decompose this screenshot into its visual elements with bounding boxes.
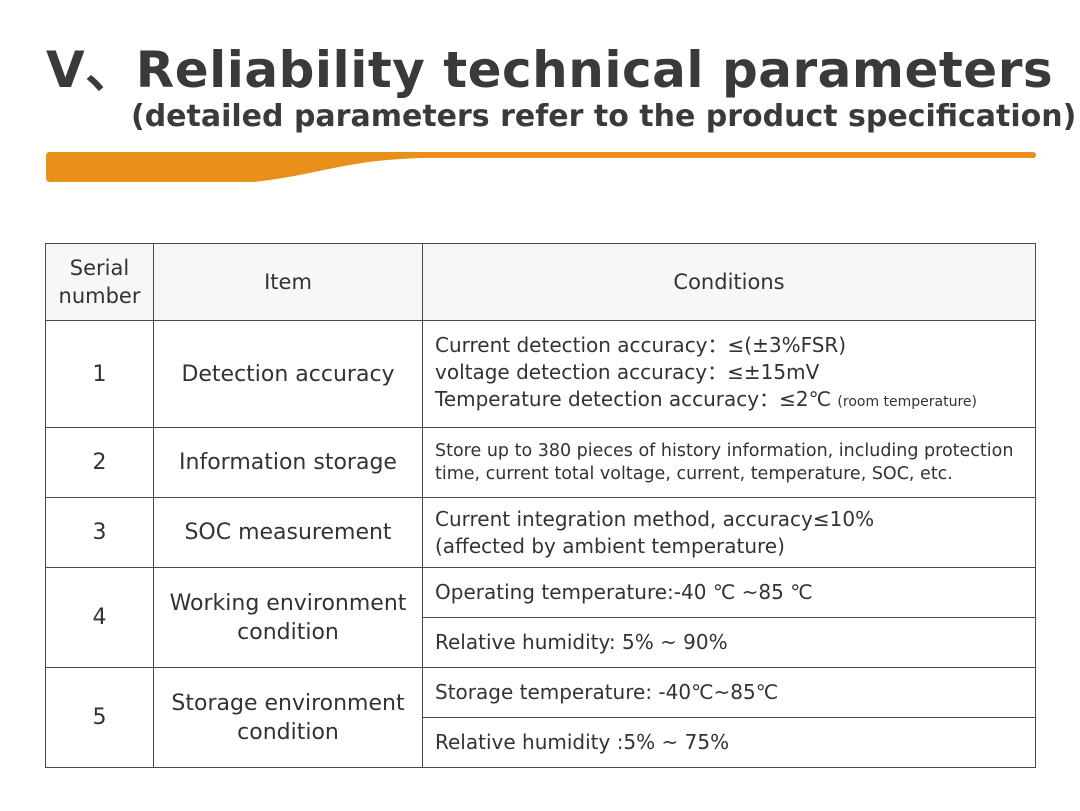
condition-text: Temperature detection accuracy：≤2℃ (435, 387, 832, 411)
header-item: Item (153, 243, 423, 321)
table-row: 3 SOC measurement Current integration me… (45, 497, 1036, 568)
condition-line: voltage detection accuracy：≤±15mV (435, 360, 820, 384)
condition-note: (room temperature) (837, 394, 977, 410)
accent-swoosh-bar (46, 152, 1036, 182)
table-subrow: Relative humidity: 5% ~ 90% (46, 617, 1036, 668)
row-item: SOC measurement (153, 497, 423, 568)
table-subrow: Relative humidity :5% ~ 75% (46, 717, 1036, 768)
page-title: V、Reliability technical parameters (46, 41, 1054, 99)
row-condition-cell: Operating temperature:-40 ℃ ~85 ℃ (422, 567, 1036, 618)
row-item: Working environment condition (153, 567, 423, 668)
condition-line: Current integration method, accuracy≤10% (435, 506, 875, 531)
row-conditions: Current detection accuracy：≤(±3%FSR) vol… (422, 320, 1036, 428)
parameters-table: Serial number Item Conditions 1 Detectio… (45, 243, 1036, 768)
condition-line: (affected by ambient temperature) (435, 533, 785, 558)
row-serial-number: 4 (45, 567, 154, 668)
row-serial-number: 1 (45, 320, 154, 428)
row-conditions: Store up to 380 pieces of history inform… (422, 427, 1036, 498)
table-header-row: Serial number Item Conditions (45, 243, 1036, 321)
header-serial-number: Serial number (45, 243, 154, 321)
table-row: 5 Storage environment condition Storage … (45, 667, 1036, 768)
row-conditions: Current integration method, accuracy≤10%… (422, 497, 1036, 568)
row-condition-cell: Relative humidity: 5% ~ 90% (422, 617, 1036, 668)
row-item: Detection accuracy (153, 320, 423, 428)
row-serial-number: 5 (45, 667, 154, 768)
row-condition-cell: Storage temperature: -40℃~85℃ (422, 667, 1036, 718)
row-serial-number: 2 (45, 427, 154, 498)
accent-swoosh-shape (46, 152, 1036, 182)
condition-line: Temperature detection accuracy：≤2℃ (room… (435, 386, 1035, 416)
row-item: Information storage (153, 427, 423, 498)
table-row: 1 Detection accuracy Current detection a… (45, 320, 1036, 428)
table-row: 4 Working environment condition Operatin… (45, 567, 1036, 668)
row-serial-number: 3 (45, 497, 154, 568)
row-condition-cell: Relative humidity :5% ~ 75% (422, 717, 1036, 768)
condition-line: Current detection accuracy：≤(±3%FSR) (435, 333, 847, 357)
row-item: Storage environment condition (153, 667, 423, 768)
header-conditions: Conditions (422, 243, 1036, 321)
table-row: 2 Information storage Store up to 380 pi… (45, 427, 1036, 498)
page-subtitle: (detailed parameters refer to the produc… (131, 99, 1077, 134)
